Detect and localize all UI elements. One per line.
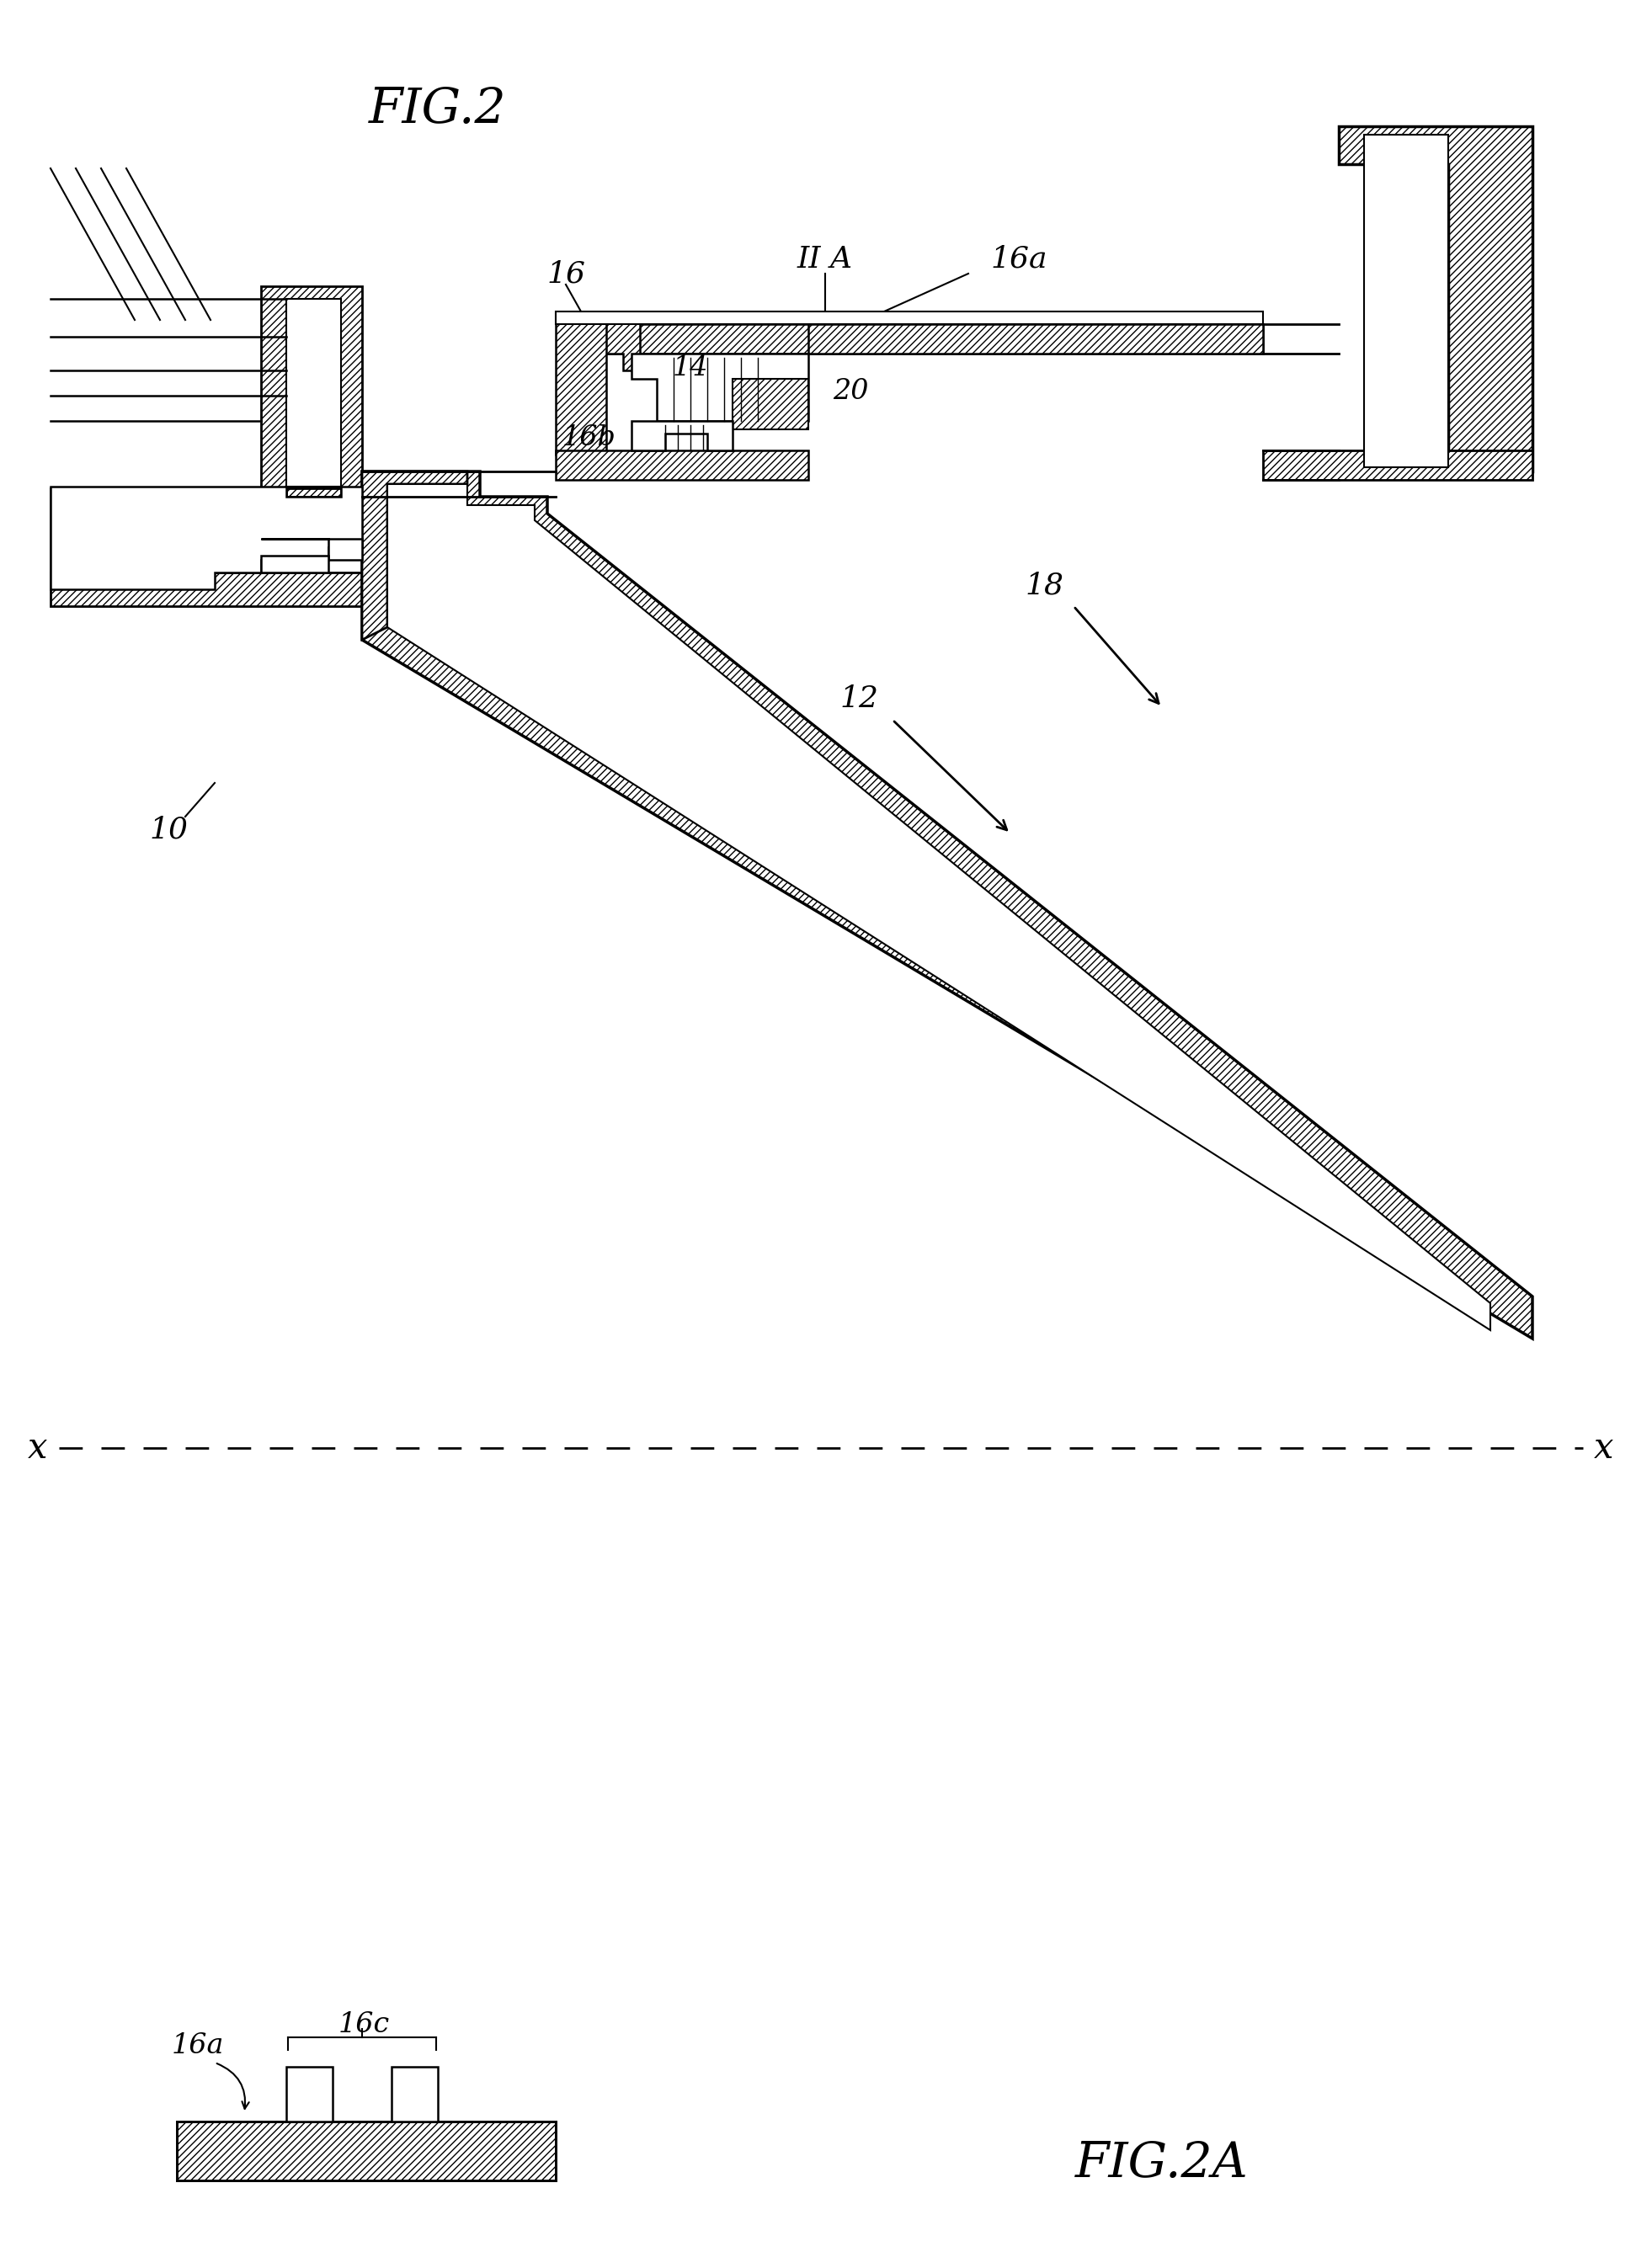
Polygon shape bbox=[362, 472, 468, 640]
Polygon shape bbox=[556, 451, 808, 481]
Text: 14: 14 bbox=[672, 354, 708, 381]
Text: FIG.2A: FIG.2A bbox=[1075, 2139, 1248, 2186]
Text: FIG.2: FIG.2 bbox=[370, 86, 507, 134]
Polygon shape bbox=[286, 2066, 332, 2121]
Polygon shape bbox=[1364, 134, 1448, 467]
Polygon shape bbox=[631, 354, 808, 422]
Text: 12: 12 bbox=[839, 685, 879, 712]
Text: 18: 18 bbox=[1024, 572, 1063, 599]
Text: x: x bbox=[1593, 1431, 1613, 1465]
Polygon shape bbox=[177, 2121, 556, 2180]
Polygon shape bbox=[607, 324, 1263, 354]
Polygon shape bbox=[362, 472, 1533, 1338]
Polygon shape bbox=[262, 556, 329, 572]
Text: 16b: 16b bbox=[563, 424, 617, 451]
Text: 16a: 16a bbox=[172, 2032, 224, 2059]
Polygon shape bbox=[1338, 127, 1533, 472]
Polygon shape bbox=[391, 2066, 438, 2121]
Text: x: x bbox=[28, 1431, 47, 1465]
Text: 16a: 16a bbox=[990, 245, 1047, 274]
Text: 16: 16 bbox=[546, 259, 586, 288]
Polygon shape bbox=[388, 483, 1490, 1329]
Polygon shape bbox=[51, 572, 362, 606]
Text: II A: II A bbox=[797, 245, 852, 274]
Polygon shape bbox=[573, 320, 640, 370]
Text: 16c: 16c bbox=[339, 2012, 389, 2039]
Polygon shape bbox=[556, 320, 607, 454]
Polygon shape bbox=[808, 324, 1263, 354]
Polygon shape bbox=[733, 379, 808, 429]
Polygon shape bbox=[262, 540, 362, 560]
Text: 10: 10 bbox=[149, 814, 188, 844]
Polygon shape bbox=[262, 286, 362, 497]
Polygon shape bbox=[631, 422, 733, 451]
Text: 20: 20 bbox=[833, 379, 869, 406]
Polygon shape bbox=[556, 311, 1263, 324]
Polygon shape bbox=[51, 488, 362, 590]
Polygon shape bbox=[286, 299, 340, 488]
Polygon shape bbox=[51, 488, 362, 590]
Polygon shape bbox=[1263, 451, 1533, 481]
